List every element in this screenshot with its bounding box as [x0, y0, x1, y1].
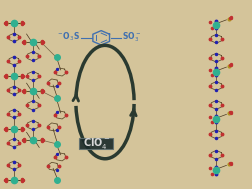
Text: SO$_3^-$: SO$_3^-$: [122, 30, 141, 44]
Text: ClO$_4^-$: ClO$_4^-$: [82, 136, 109, 151]
FancyBboxPatch shape: [79, 138, 113, 149]
Text: $^-$O$_3$S: $^-$O$_3$S: [56, 31, 80, 43]
